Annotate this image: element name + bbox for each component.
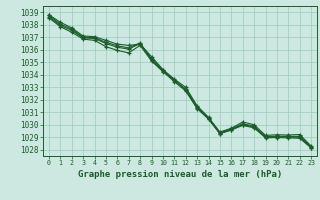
X-axis label: Graphe pression niveau de la mer (hPa): Graphe pression niveau de la mer (hPa) — [78, 170, 282, 179]
